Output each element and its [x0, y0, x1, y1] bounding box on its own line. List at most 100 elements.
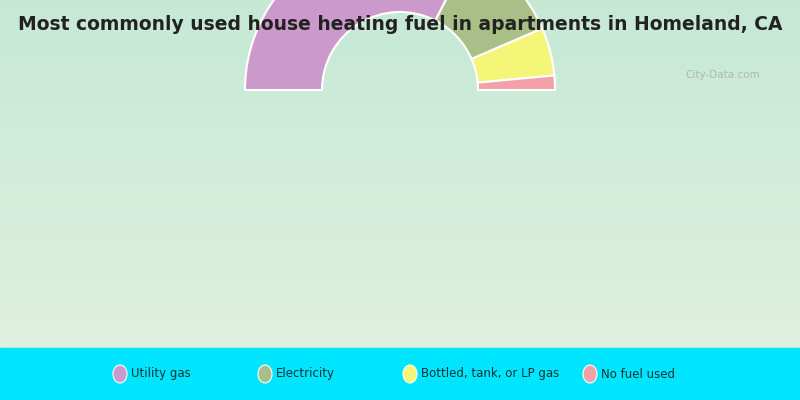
Bar [0, 198, 800, 202]
Bar [0, 205, 800, 209]
Bar [0, 338, 800, 341]
Bar [0, 212, 800, 216]
Bar [0, 28, 800, 31]
Bar [0, 42, 800, 45]
Bar [0, 258, 800, 261]
Bar [0, 244, 800, 247]
Bar [0, 118, 800, 122]
Bar [0, 181, 800, 184]
Bar [0, 216, 800, 219]
Bar [0, 104, 800, 108]
Bar [0, 178, 800, 181]
Wedge shape [435, 0, 542, 59]
Wedge shape [245, 0, 470, 90]
Text: Utility gas: Utility gas [131, 368, 190, 380]
Bar [0, 160, 800, 164]
Bar [0, 313, 800, 317]
Bar [0, 35, 800, 38]
Bar [0, 52, 800, 56]
Text: Electricity: Electricity [276, 368, 335, 380]
Bar [0, 237, 800, 240]
Bar [0, 125, 800, 129]
Bar [0, 49, 800, 52]
Bar [0, 272, 800, 275]
Bar [0, 209, 800, 212]
Bar [0, 59, 800, 63]
Bar [0, 223, 800, 226]
Bar [0, 38, 800, 42]
Bar [0, 268, 800, 272]
Bar [0, 292, 800, 296]
Bar [0, 56, 800, 59]
Bar [0, 129, 800, 132]
Bar [0, 90, 800, 94]
Bar [0, 101, 800, 104]
Bar [0, 192, 800, 195]
Bar [0, 139, 800, 143]
Bar [0, 0, 800, 4]
Bar [0, 98, 800, 101]
Bar [0, 143, 800, 146]
Bar [0, 31, 800, 35]
Bar [0, 153, 800, 156]
Ellipse shape [113, 365, 127, 383]
Bar [0, 170, 800, 174]
Bar [0, 254, 800, 258]
Bar [0, 250, 800, 254]
Bar [0, 10, 800, 14]
Bar [0, 132, 800, 136]
Bar [0, 167, 800, 170]
Bar [0, 80, 800, 84]
Bar [0, 45, 800, 49]
Bar [0, 115, 800, 118]
Bar [0, 122, 800, 125]
Bar [0, 174, 800, 178]
Text: Most commonly used house heating fuel in apartments in Homeland, CA: Most commonly used house heating fuel in… [18, 15, 782, 34]
Bar [0, 87, 800, 90]
Bar [0, 324, 800, 327]
Ellipse shape [258, 365, 272, 383]
Bar [0, 219, 800, 223]
Bar [0, 184, 800, 188]
Bar [0, 4, 800, 7]
Bar [0, 66, 800, 70]
Text: Bottled, tank, or LP gas: Bottled, tank, or LP gas [421, 368, 559, 380]
Bar [0, 275, 800, 278]
Bar [0, 226, 800, 230]
Bar [0, 146, 800, 150]
Bar [0, 278, 800, 282]
Bar [0, 240, 800, 244]
Bar [0, 202, 800, 205]
Bar [0, 289, 800, 292]
Bar [0, 18, 800, 21]
Bar [0, 282, 800, 285]
Bar [0, 230, 800, 233]
Bar [0, 84, 800, 87]
Bar [0, 296, 800, 299]
Bar [0, 306, 800, 310]
Bar [0, 111, 800, 115]
Bar [0, 334, 800, 338]
Bar [0, 7, 800, 10]
Bar [0, 285, 800, 289]
Bar [0, 261, 800, 264]
Bar [0, 94, 800, 98]
Bar [0, 150, 800, 153]
Bar [0, 317, 800, 320]
Bar [0, 21, 800, 24]
Bar [0, 320, 800, 324]
Ellipse shape [403, 365, 417, 383]
Wedge shape [478, 76, 555, 90]
Bar [0, 330, 800, 334]
Text: No fuel used: No fuel used [601, 368, 675, 380]
Bar [0, 136, 800, 139]
Bar [0, 108, 800, 111]
Bar [0, 327, 800, 330]
Bar [0, 303, 800, 306]
Bar [0, 164, 800, 167]
Bar [0, 299, 800, 303]
Bar [0, 195, 800, 198]
Text: City-Data.com: City-Data.com [686, 70, 760, 80]
Bar [0, 70, 800, 73]
Bar [0, 348, 800, 400]
